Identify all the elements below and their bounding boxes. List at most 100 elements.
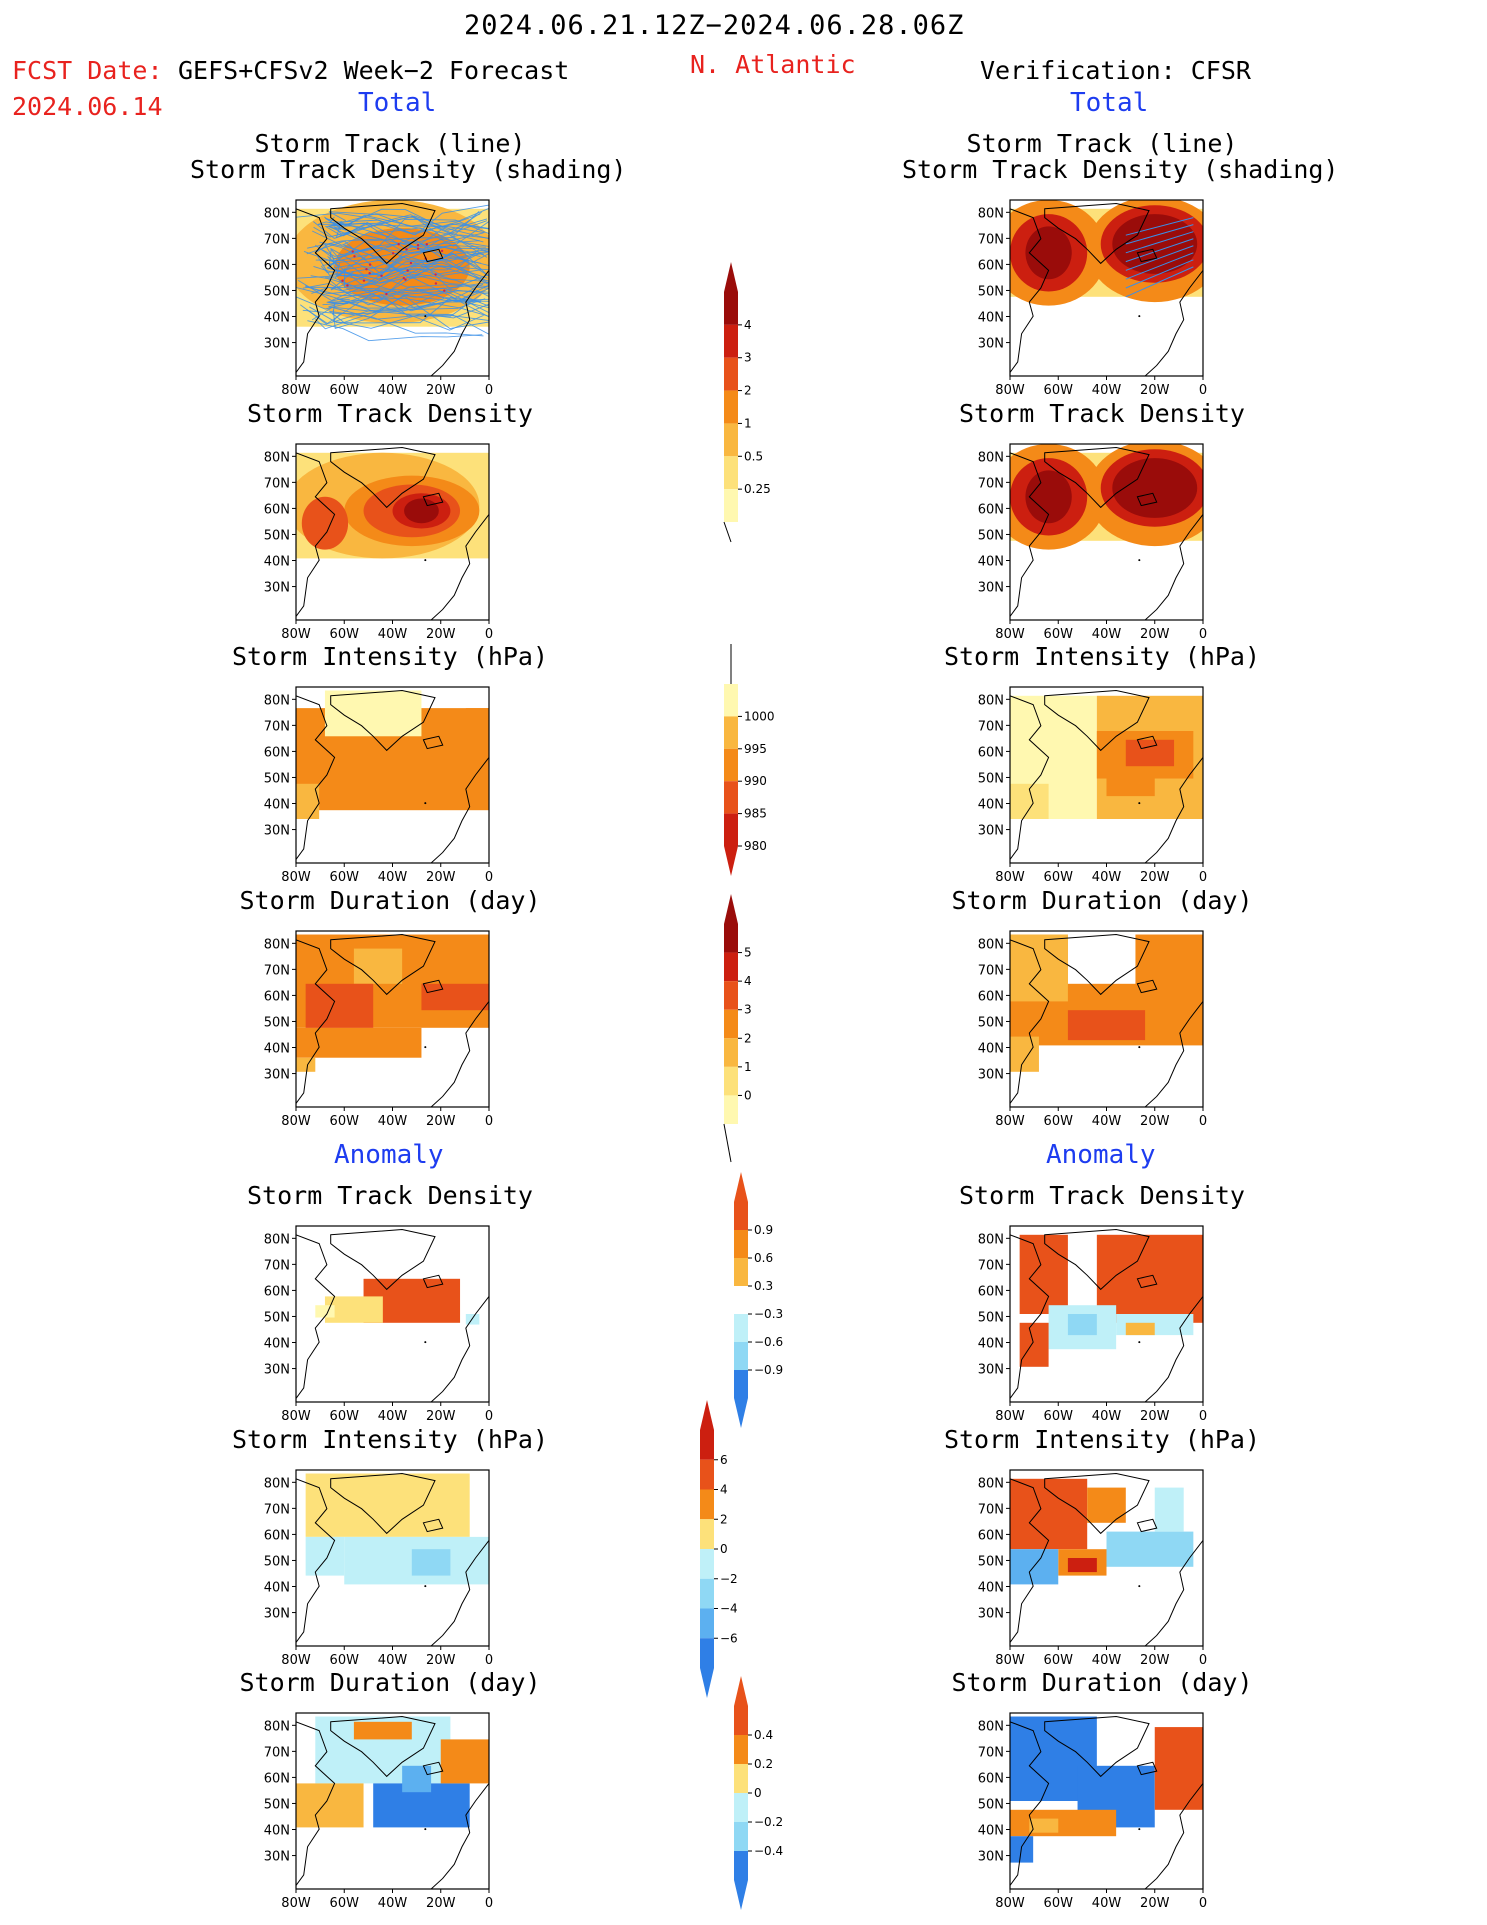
lon-tick-label: 80W (281, 1896, 311, 1911)
lon-tick-label: 80W (995, 1896, 1025, 1911)
lat-tick-label: 40N (978, 798, 1004, 813)
colorbar-duration-anom: 0.4 0.2 0 −0.2 −0.4 (734, 1676, 783, 1910)
lon-tick-label: 20W (426, 1896, 456, 1911)
lat-tick-label: 70N (264, 1502, 290, 1517)
lon-tick-label: 0 (1199, 1409, 1207, 1424)
lat-tick-label: 70N (264, 719, 290, 734)
lat-tick-label: 40N (978, 1824, 1004, 1839)
lon-tick-label: 0 (485, 1409, 493, 1424)
colorbar-label: −0.6 (754, 1335, 783, 1349)
lat-tick-label: 60N (978, 1284, 1004, 1299)
colorbar-label: −6 (720, 1631, 738, 1645)
lat-tick-label: 50N (978, 1310, 1004, 1325)
lat-tick-label: 40N (264, 1824, 290, 1839)
lat-tick-label: 80N (978, 1476, 1004, 1491)
lat-tick-label: 50N (264, 284, 290, 299)
colorbar-label: 0.25 (744, 482, 771, 496)
lon-tick-label: 80W (995, 1409, 1025, 1424)
lat-tick-label: 80N (978, 1719, 1004, 1734)
lat-tick-label: 70N (264, 1258, 290, 1273)
lat-tick-label: 60N (264, 745, 290, 760)
lat-tick-label: 30N (264, 1363, 290, 1378)
lon-tick-label: 20W (1140, 1896, 1170, 1911)
lat-tick-label: 60N (264, 1771, 290, 1786)
lon-tick-label: 40W (378, 383, 408, 398)
lat-tick-label: 50N (978, 528, 1004, 543)
map-panel-durR: 80N70N60N50N40N30N80W 60W 40W 20W 0 (978, 931, 1207, 1129)
lat-tick-label: 40N (978, 1581, 1004, 1596)
lon-tick-label: 40W (1092, 627, 1122, 642)
colorbar-label: 3 (744, 1003, 752, 1017)
lon-tick-label: 80W (995, 627, 1025, 642)
lat-tick-label: 30N (978, 1068, 1004, 1083)
lat-tick-label: 80N (264, 1232, 290, 1247)
lon-tick-label: 40W (1092, 1114, 1122, 1129)
lat-tick-label: 50N (978, 1015, 1004, 1030)
lat-tick-label: 70N (978, 1258, 1004, 1273)
lon-tick-label: 20W (1140, 1409, 1170, 1424)
lon-tick-label: 20W (426, 1653, 456, 1668)
lat-tick-label: 60N (264, 258, 290, 273)
colorbar-label: 1 (744, 416, 752, 430)
lon-tick-label: 0 (485, 1896, 493, 1911)
lon-tick-label: 0 (1199, 383, 1207, 398)
lat-tick-label: 40N (264, 555, 290, 570)
lat-tick-label: 40N (264, 798, 290, 813)
lon-tick-label: 40W (1092, 383, 1122, 398)
colorbar-label: 3 (744, 351, 752, 365)
lat-tick-label: 80N (264, 937, 290, 952)
lon-tick-label: 0 (1199, 870, 1207, 885)
lat-tick-label: 50N (978, 1797, 1004, 1812)
lon-tick-label: 0 (485, 627, 493, 642)
lon-tick-label: 80W (281, 1114, 311, 1129)
lat-tick-label: 80N (264, 1719, 290, 1734)
colorbar-label: 4 (744, 318, 752, 332)
lat-tick-label: 40N (978, 555, 1004, 570)
lat-tick-label: 60N (264, 1284, 290, 1299)
lat-tick-label: 50N (264, 528, 290, 543)
lat-tick-label: 80N (978, 206, 1004, 221)
lat-tick-label: 50N (264, 771, 290, 786)
lon-tick-label: 60W (330, 627, 360, 642)
lat-tick-label: 50N (264, 1797, 290, 1812)
lat-tick-label: 50N (264, 1310, 290, 1325)
lon-tick-label: 60W (330, 870, 360, 885)
lat-tick-label: 60N (978, 1771, 1004, 1786)
colorbar-label: 0.9 (754, 1223, 773, 1237)
colorbar-label: 0 (744, 1088, 752, 1102)
colorbar-label: 2 (744, 1031, 752, 1045)
colorbar-label: 4 (744, 974, 752, 988)
lat-tick-label: 80N (264, 1476, 290, 1491)
lon-tick-label: 80W (281, 870, 311, 885)
lat-tick-label: 30N (978, 824, 1004, 839)
lon-tick-label: 0 (1199, 1896, 1207, 1911)
lon-tick-label: 60W (330, 383, 360, 398)
lat-tick-label: 30N (264, 337, 290, 352)
colorbar-label: 0.4 (754, 1728, 773, 1742)
map-panels: 80N70N60N50N40N30N80W 60W 40W 20W 080N70N60N… (0, 0, 1487, 1925)
lon-tick-label: 60W (330, 1653, 360, 1668)
lon-tick-label: 80W (281, 1653, 311, 1668)
lat-tick-label: 60N (264, 1528, 290, 1543)
lon-tick-label: 60W (1044, 383, 1074, 398)
lat-tick-label: 70N (978, 1502, 1004, 1517)
lon-tick-label: 80W (281, 383, 311, 398)
colorbar-label: 980 (744, 839, 767, 853)
map-panel-adurL: 80N70N60N50N40N30N80W 60W 40W 20W 0 (264, 1713, 493, 1911)
colorbar-intensity-total: 1000 995 990 985 980 (724, 684, 775, 876)
colorbar-density-total: 43210.50.25 (724, 262, 771, 522)
map-panel-adurR: 80N70N60N50N40N30N80W 60W 40W 20W 0 (978, 1713, 1207, 1911)
lon-tick-label: 20W (426, 627, 456, 642)
lon-tick-label: 40W (1092, 870, 1122, 885)
lat-tick-label: 70N (978, 476, 1004, 491)
map-panel-trackR: 80N 70N 60N 50N 40N 30N 80W 60W 40W 20W 0 (978, 196, 1223, 398)
lon-tick-label: 40W (378, 870, 408, 885)
lat-tick-label: 30N (978, 581, 1004, 596)
lon-tick-label: 80W (281, 627, 311, 642)
lon-tick-label: 80W (995, 383, 1025, 398)
colorbar-label: 990 (744, 774, 767, 788)
map-panel-densR: 80N70N60N50N40N30N80W 60W 40W 20W 0 (978, 440, 1223, 642)
lat-tick-label: 60N (978, 745, 1004, 760)
lat-tick-label: 80N (264, 450, 290, 465)
lat-tick-label: 70N (264, 476, 290, 491)
